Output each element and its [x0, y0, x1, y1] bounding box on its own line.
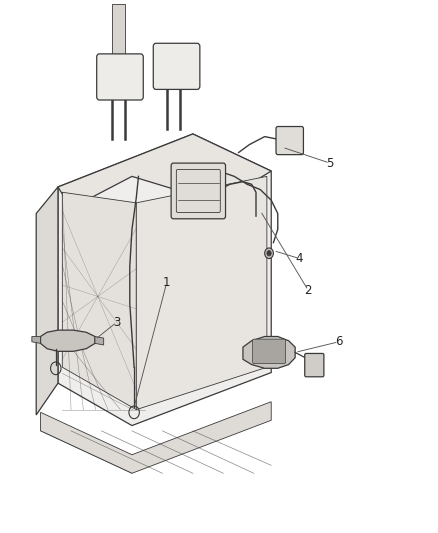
- FancyBboxPatch shape: [153, 43, 200, 90]
- FancyBboxPatch shape: [305, 353, 324, 377]
- Text: 1: 1: [163, 276, 170, 289]
- Text: 4: 4: [296, 252, 303, 265]
- FancyBboxPatch shape: [171, 163, 226, 219]
- Text: 6: 6: [335, 335, 343, 348]
- Polygon shape: [41, 330, 95, 351]
- Polygon shape: [58, 134, 271, 425]
- Polygon shape: [41, 402, 271, 473]
- FancyBboxPatch shape: [97, 54, 143, 100]
- Polygon shape: [95, 336, 104, 345]
- Polygon shape: [113, 4, 125, 86]
- Circle shape: [267, 251, 271, 256]
- Polygon shape: [136, 176, 267, 410]
- Text: 3: 3: [113, 316, 120, 329]
- FancyBboxPatch shape: [276, 126, 304, 155]
- Polygon shape: [58, 134, 271, 208]
- FancyBboxPatch shape: [253, 339, 286, 364]
- Text: 2: 2: [304, 284, 312, 297]
- Circle shape: [265, 248, 273, 259]
- Polygon shape: [62, 192, 136, 410]
- Polygon shape: [32, 336, 41, 343]
- Text: 5: 5: [326, 157, 334, 169]
- Polygon shape: [36, 187, 58, 415]
- Polygon shape: [243, 336, 295, 368]
